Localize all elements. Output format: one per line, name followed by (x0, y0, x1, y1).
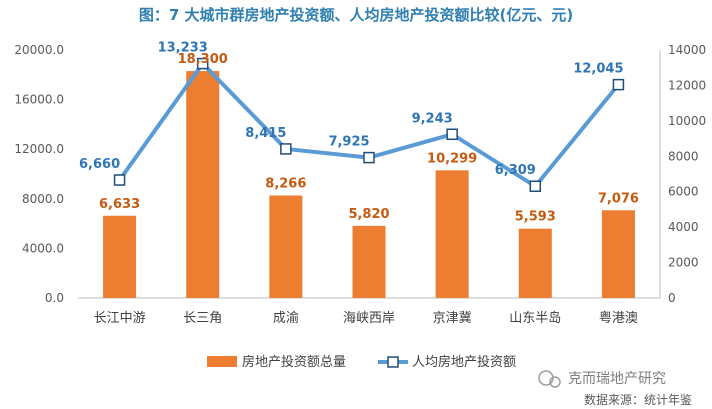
y-axis-left: 0.0 4000.0 8000.0 12000.0 16000.0 20000.0 (14, 43, 64, 305)
x-axis-labels: 长江中游 长三角 成渝 海峡西岸 京津冀 山东半岛 粤港澳 (94, 310, 638, 326)
bar (103, 215, 137, 298)
bar-data-label: 6,633 (99, 197, 140, 212)
x-tick-label: 粤港澳 (599, 310, 638, 326)
legend-line-marker (387, 356, 399, 368)
watermark-text: 克而瑞地产研究 (568, 371, 666, 387)
line-series (113, 57, 625, 192)
data-labels: 6,633 18,300 8,266 5,820 10,299 5,593 7,076 6,6… (79, 41, 639, 225)
y-right-tick-label: 2000 (668, 256, 699, 270)
line-marker (529, 180, 542, 192)
line-data-label: 8,415 (245, 126, 286, 141)
bar (435, 170, 469, 298)
line-data-label: 7,925 (328, 135, 369, 150)
x-tick-label: 山东半岛 (509, 310, 561, 326)
source-note: 数据来源：统计年鉴 (584, 392, 692, 407)
bar-data-label: 8,266 (265, 177, 306, 192)
y-left-tick-label: 4000.0 (22, 241, 64, 255)
line-data-label: 12,045 (573, 62, 623, 77)
y-right-tick-label: 0 (668, 291, 676, 305)
line-marker (363, 151, 375, 164)
bar (601, 210, 635, 298)
bar (269, 195, 303, 298)
y-right-tick-label: 8000 (668, 149, 699, 163)
line-data-label: 9,243 (412, 111, 453, 126)
line-marker (196, 57, 209, 70)
chart-title: 图：7 大城市群房地产投资额、人均房地产投资额比较(亿元、元) (139, 6, 573, 24)
y-right-tick-label: 12000 (668, 78, 706, 92)
x-tick-label: 海峡西岸 (343, 311, 395, 326)
y-axis-right: 0 2000 4000 6000 8000 10000 12000 14000 (659, 43, 706, 305)
y-left-tick-label: 12000.0 (14, 142, 64, 156)
y-left-tick-label: 20000.0 (14, 43, 64, 57)
y-right-tick-label: 10000 (668, 114, 706, 128)
x-tick-label: 成渝 (273, 310, 299, 326)
legend-bar-label: 房地产投资额总量 (242, 354, 346, 370)
line-data-label: 13,233 (158, 41, 208, 56)
bar-data-label: 18,300 (178, 52, 228, 67)
y-right-tick-label: 14000 (668, 43, 706, 57)
x-tick-label: 长江中游 (94, 311, 146, 326)
line-marker (612, 78, 625, 91)
bar-data-label: 5,820 (348, 207, 389, 222)
bar (352, 225, 386, 298)
bar-data-label: 5,593 (515, 210, 556, 225)
bar (186, 71, 220, 298)
x-tick-label: 京津冀 (433, 310, 472, 326)
bar-data-label: 10,299 (427, 151, 477, 166)
bar-series (103, 71, 635, 298)
wechat-icon-small (549, 376, 561, 388)
line-data-label: 6,309 (495, 163, 536, 178)
bar-data-label: 7,076 (598, 191, 639, 206)
line-data-label: 6,660 (79, 157, 120, 172)
line-marker (113, 174, 126, 186)
y-left-tick-label: 16000.0 (14, 93, 64, 107)
watermark: 克而瑞地产研究 (538, 370, 666, 388)
legend-line-label: 人均房地产投资额 (412, 354, 516, 370)
x-tick-label: 长三角 (183, 311, 222, 326)
y-left-tick-label: 8000.0 (22, 192, 64, 206)
y-right-tick-label: 6000 (668, 185, 699, 199)
line-marker (280, 143, 292, 155)
y-right-tick-label: 4000 (668, 220, 699, 234)
legend: 房地产投资额总量 人均房地产投资额 (207, 354, 516, 370)
bar (518, 228, 552, 298)
legend-bar-swatch (207, 356, 237, 367)
line-marker (446, 128, 458, 141)
y-left-tick-label: 0.0 (45, 291, 64, 305)
